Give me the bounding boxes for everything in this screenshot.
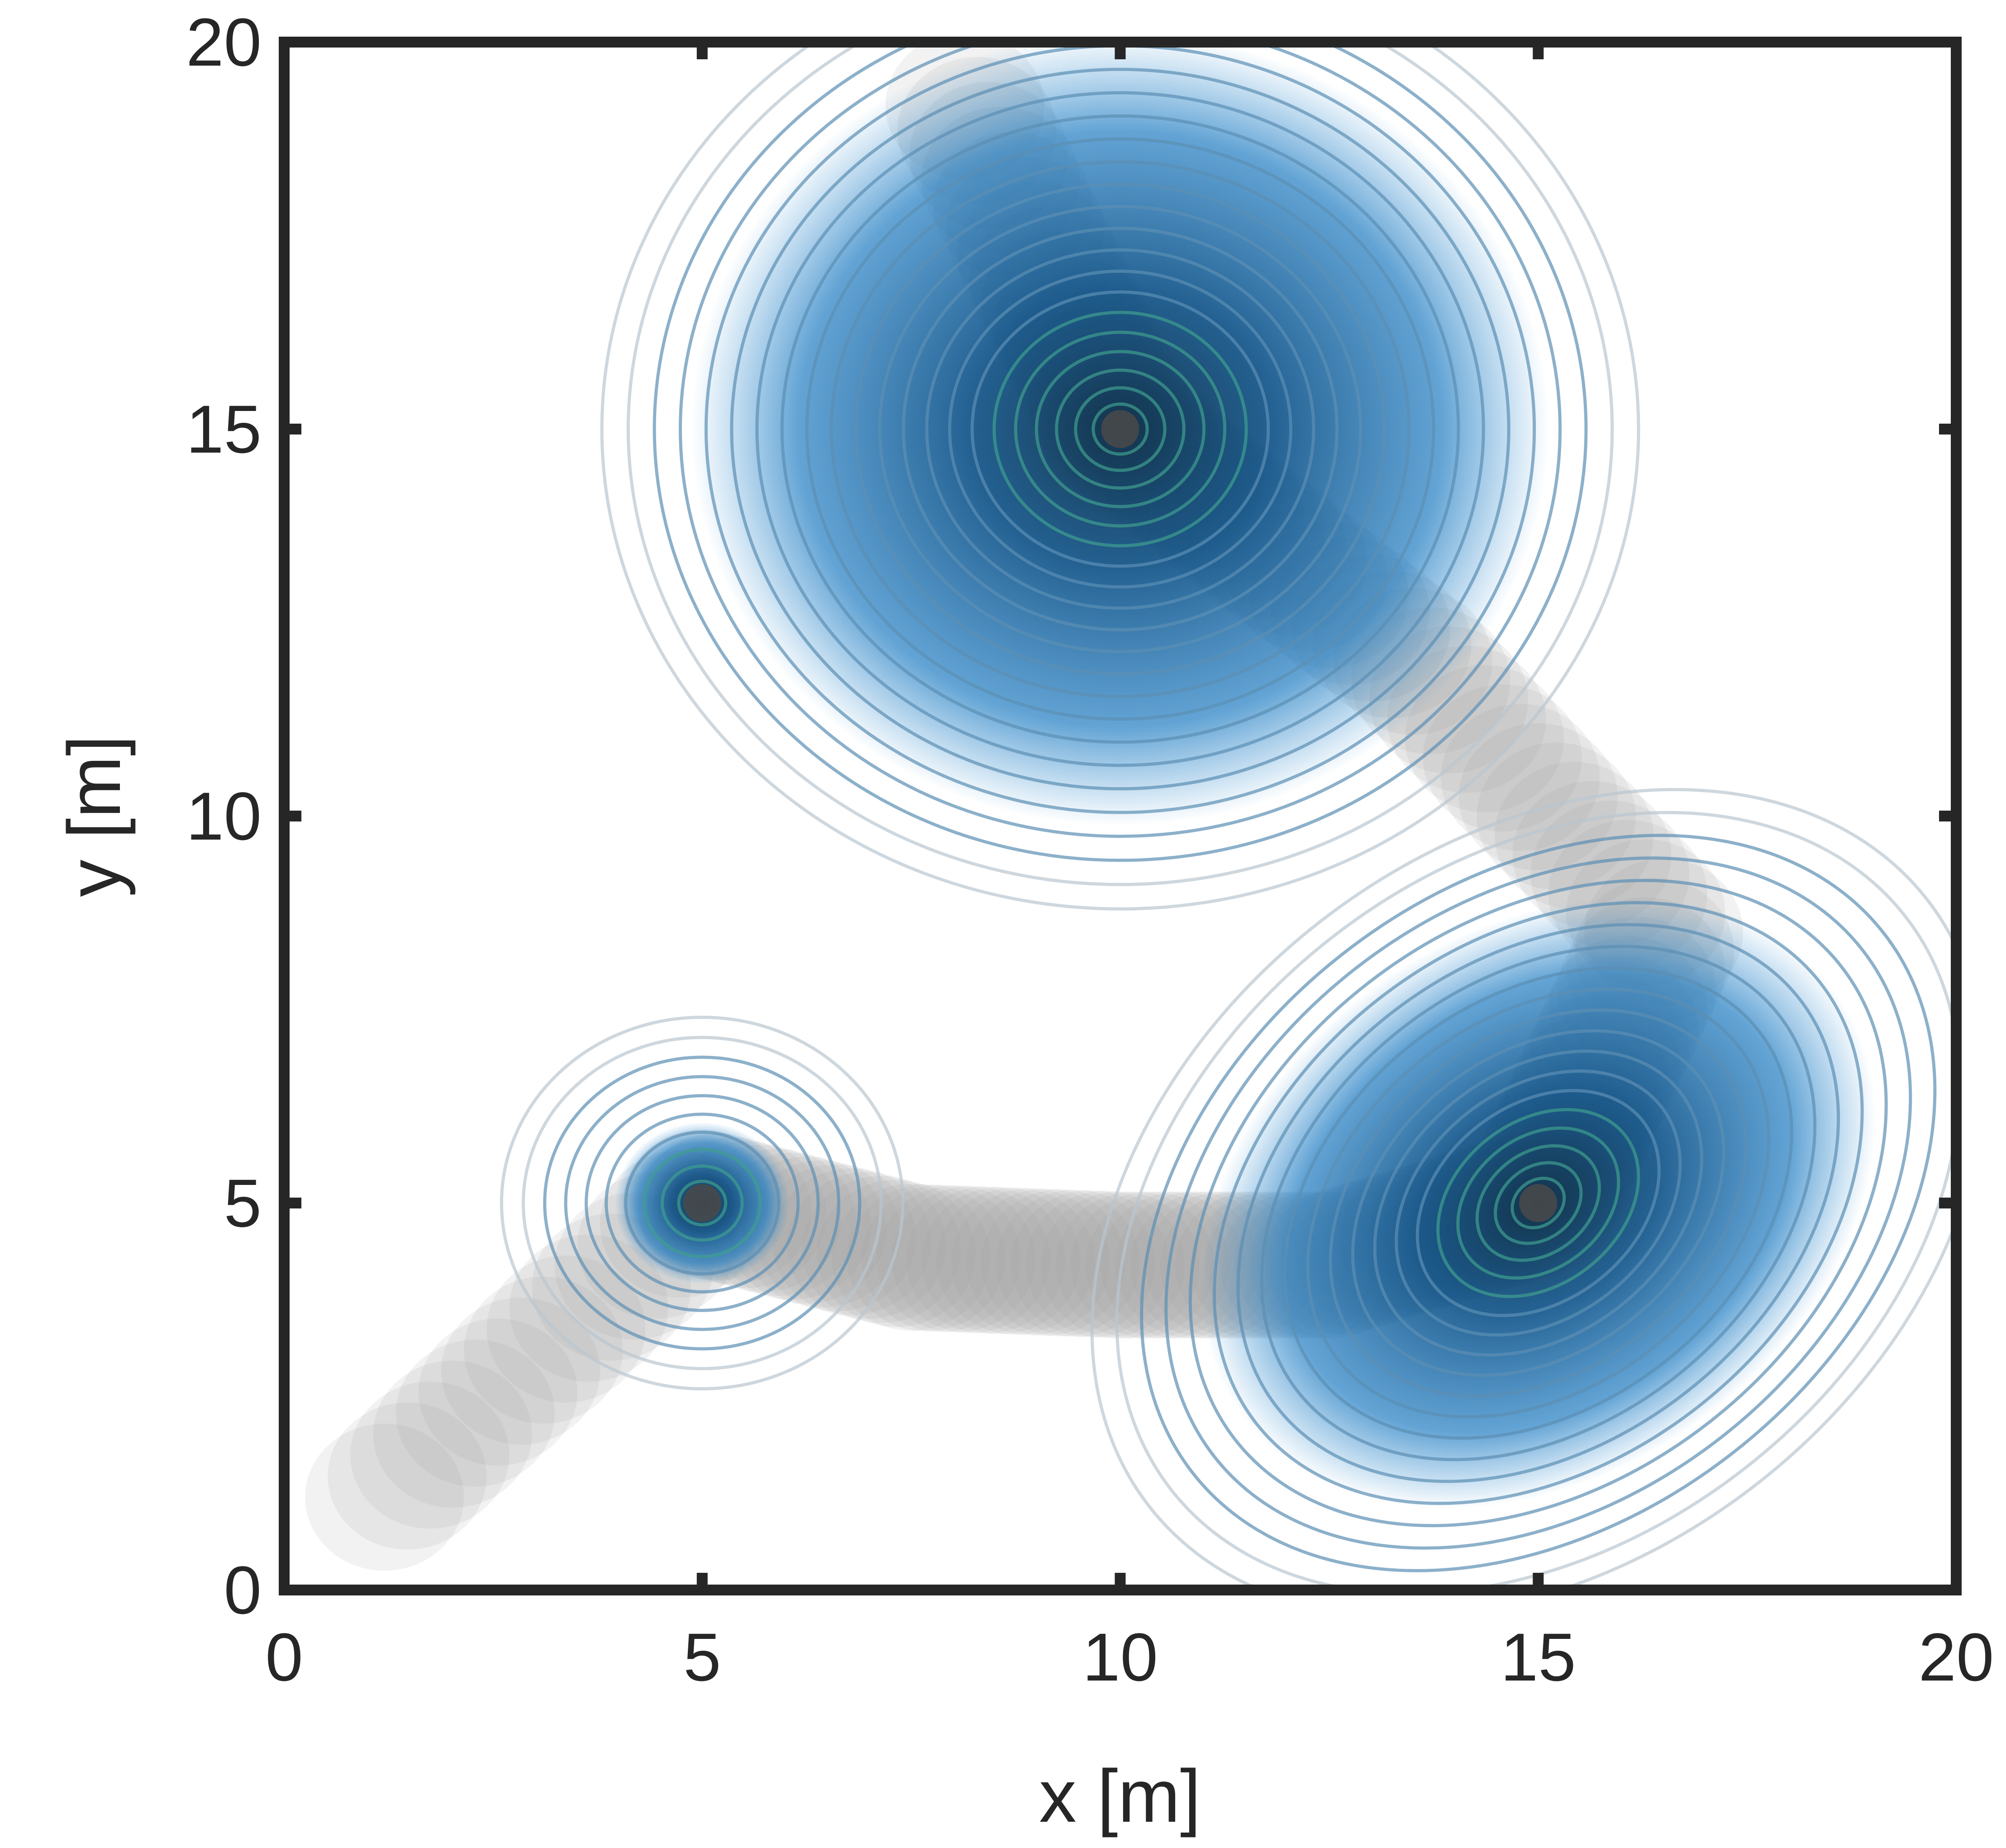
trajectory-disk	[832, 1184, 991, 1331]
trajectory-disk	[966, 1189, 1125, 1336]
contour-line	[643, 1148, 762, 1258]
contour-line	[730, 67, 1510, 791]
x-tick-label: 10	[1082, 1619, 1158, 1695]
x-tick-label: 20	[1919, 1619, 1994, 1695]
trajectory-disk	[464, 1276, 623, 1424]
contour-line	[564, 1075, 840, 1331]
y-tick-label: 20	[186, 4, 262, 80]
contour-line	[1091, 402, 1149, 456]
contour-line	[1510, 1176, 1566, 1230]
contour-line	[543, 1055, 862, 1351]
contour-line	[1415, 1089, 1661, 1317]
x-axis-label: x [m]	[1039, 1754, 1201, 1838]
contour-line	[1188, 879, 1888, 1528]
contour-line	[584, 1094, 820, 1312]
trajectory-disk	[1025, 1191, 1185, 1338]
trajectory-disk	[891, 1186, 1051, 1333]
trajectory-disk	[981, 1189, 1140, 1337]
contour-line	[521, 1036, 883, 1370]
y-axis-label: y [m]	[52, 735, 136, 897]
trajectory-disk	[395, 1339, 555, 1487]
trajectory-disk	[921, 1187, 1081, 1334]
trajectory-disk	[350, 1381, 510, 1529]
contour-line	[1395, 1069, 1682, 1337]
trajectory-disk	[373, 1361, 532, 1508]
contour-line	[805, 137, 1435, 721]
x-tick-label: 5	[683, 1619, 721, 1695]
trajectory-disk	[509, 1234, 668, 1382]
contour-line	[1436, 1108, 1640, 1298]
contour-line	[1164, 856, 1912, 1550]
contour-line	[878, 205, 1363, 654]
contour-line	[624, 1131, 781, 1275]
contour-line	[605, 1113, 800, 1294]
trajectory-disk	[787, 1172, 946, 1319]
trajectory-disk	[847, 1184, 1006, 1332]
contour-line	[1494, 1161, 1583, 1245]
trajectory-disk	[418, 1318, 577, 1466]
contour-line	[1074, 386, 1167, 472]
x-tick-label: 15	[1501, 1619, 1576, 1695]
contour-lines	[500, 42, 1956, 1590]
contour-line	[901, 227, 1339, 631]
axis-ticks: 0 5 10 15 20 0 5 10 15 20	[186, 4, 1994, 1695]
contour-line	[970, 290, 1270, 568]
contour-line	[925, 248, 1315, 610]
x-tick-label: 0	[265, 1619, 303, 1695]
contour-line	[1212, 901, 1864, 1505]
target-center-marker	[1101, 410, 1139, 448]
trajectory-disk	[951, 1188, 1110, 1335]
trajectory-disk	[802, 1176, 961, 1323]
target-centers	[683, 410, 1558, 1222]
contour-line	[677, 1179, 728, 1227]
contour-line	[992, 310, 1248, 548]
contour-line	[1456, 1126, 1620, 1280]
contour-line	[1351, 1029, 1725, 1377]
contour-line	[653, 42, 1588, 862]
contour-line	[1236, 923, 1840, 1483]
trajectory-disk	[996, 1189, 1155, 1337]
trajectory-disk	[1458, 723, 1618, 870]
contour-line	[1090, 788, 1956, 1590]
plot-area	[305, 42, 1956, 1590]
contour-line	[627, 42, 1614, 886]
contour-line	[854, 182, 1387, 676]
target-center-marker	[683, 1184, 721, 1222]
contour-line	[660, 1164, 744, 1242]
trajectory-disk	[877, 1185, 1036, 1332]
trajectory-disk	[936, 1187, 1096, 1335]
contour-line	[1140, 834, 1937, 1572]
y-tick-label: 0	[224, 1552, 262, 1628]
contour-line	[1014, 330, 1227, 528]
contour-line	[829, 160, 1411, 698]
contour-line	[1306, 988, 1770, 1418]
y-tick-label: 10	[186, 778, 262, 854]
contour-line	[1055, 368, 1186, 490]
contour-line	[679, 42, 1562, 838]
contour-line	[948, 269, 1292, 589]
trajectory-disk	[1494, 762, 1653, 909]
contour-line	[1034, 350, 1206, 508]
contour-line	[600, 42, 1640, 911]
trajectory-disk	[1477, 742, 1636, 890]
trajectory-disk	[328, 1402, 487, 1550]
contour-line	[1260, 945, 1817, 1461]
contour-line	[755, 91, 1485, 767]
target-center-marker	[1519, 1184, 1558, 1222]
contour-line	[1115, 811, 1956, 1590]
contour-line	[1373, 1049, 1703, 1357]
contour-line	[500, 1016, 905, 1390]
y-tick-label: 5	[224, 1165, 262, 1241]
y-tick-label: 15	[186, 391, 262, 467]
contour-line	[780, 114, 1460, 744]
contour-line	[1283, 966, 1793, 1440]
trajectory-disk	[906, 1186, 1066, 1334]
contour-line	[1329, 1008, 1748, 1398]
trajectory-disk	[305, 1423, 464, 1571]
contour-line	[1475, 1144, 1601, 1262]
